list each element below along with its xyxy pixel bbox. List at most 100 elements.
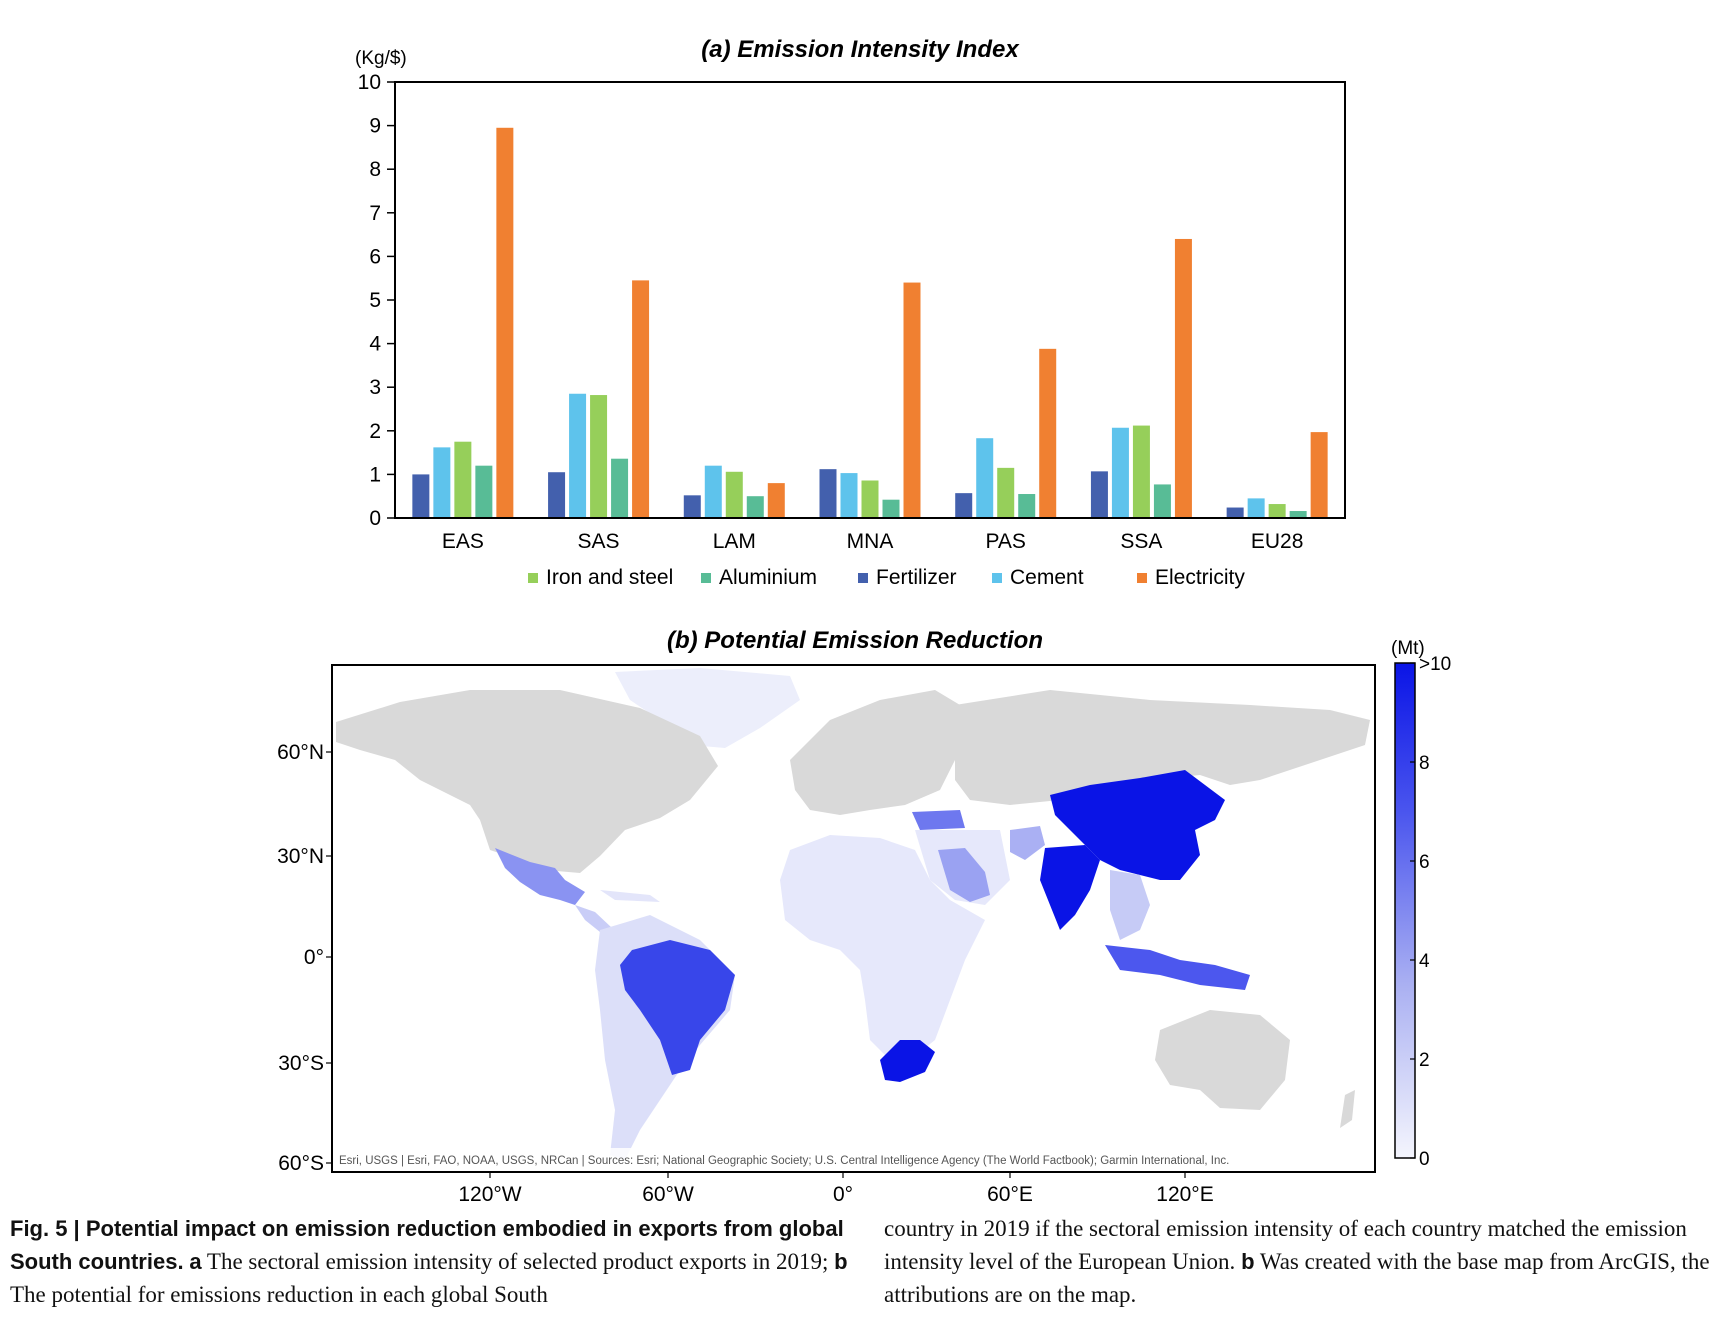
bar-fertilizer-eu28 <box>1226 507 1244 518</box>
bar-cement-ssa <box>1111 427 1129 518</box>
latitude-axis: 60°N 30°N 0° 30°S 60°S <box>277 741 332 1175</box>
bar-fertilizer-lam <box>683 495 701 518</box>
bar-cement-mna <box>840 473 858 518</box>
map-land <box>336 668 1370 1160</box>
bar-electricity-ssa <box>1174 238 1192 518</box>
map-region-india <box>1040 845 1100 930</box>
bar-electricity-mna <box>903 282 921 518</box>
legend-label: Iron and steel <box>546 566 673 589</box>
legend-label: Cement <box>1010 566 1084 589</box>
caption-column-2: country in 2019 if the sectoral emission… <box>884 1212 1722 1311</box>
lon-tick-label: 60°W <box>642 1183 694 1206</box>
legend-swatch <box>992 573 1002 583</box>
plot-frame <box>394 81 1346 519</box>
bar-iron-and-steel-sas <box>590 395 608 518</box>
bar-aluminium-pas <box>1018 494 1036 518</box>
colorbar-tick-label: 2 <box>1419 1050 1430 1071</box>
y-tick-label: 5 <box>369 289 381 312</box>
map-region-new-zealand <box>1340 1090 1355 1128</box>
map-region-europe <box>790 690 960 815</box>
bar-fertilizer-mna <box>819 469 837 518</box>
caption-bold-intro: Fig. 5 | Potential impact on emission re… <box>10 1216 844 1274</box>
bar-electricity-eu28 <box>1310 432 1328 518</box>
emission-intensity-chart: (a) Emission Intensity Index (Kg/$) 0 1 2 3… <box>355 36 1346 589</box>
x-tick-label: LAM <box>713 530 756 553</box>
map-region-brazil <box>620 940 735 1075</box>
caption-label-b-2: b <box>1241 1249 1255 1274</box>
legend-label: Fertilizer <box>876 566 957 589</box>
y-tick-label: 2 <box>369 420 381 443</box>
chart-a-unit: (Kg/$) <box>355 48 407 69</box>
map-attribution: Esri, USGS | Esri, FAO, NOAA, USGS, NRCa… <box>339 1155 1229 1167</box>
colorbar-tick-label: 4 <box>1419 951 1430 972</box>
y-tick-label: 4 <box>369 333 381 356</box>
bar-aluminium-sas <box>611 458 629 518</box>
colorbar <box>1394 662 1416 1159</box>
colorbar-unit: (Mt) <box>1391 638 1425 659</box>
bar-aluminium-mna <box>882 499 900 518</box>
x-tick-label: SSA <box>1120 530 1162 553</box>
figure-caption: Fig. 5 | Potential impact on emission re… <box>10 1212 1722 1311</box>
y-tick-label: 6 <box>369 245 381 268</box>
bar-electricity-eas <box>496 127 514 518</box>
lon-tick-label: 0° <box>833 1183 853 1206</box>
bar-iron-and-steel-lam <box>725 471 743 518</box>
map-region-southeast-asia <box>1110 870 1150 940</box>
legend-label: Aluminium <box>719 566 817 589</box>
y-tick-label: 8 <box>369 158 381 181</box>
chart-a-title: (a) Emission Intensity Index <box>701 36 1020 63</box>
map-region-africa <box>780 835 985 1060</box>
x-tick-label: MNA <box>847 530 894 553</box>
caption-text-a: The sectoral emission intensity of selec… <box>206 1249 829 1274</box>
map-region-north-america <box>336 690 718 873</box>
bar-aluminium-lam <box>746 496 764 518</box>
bar-cement-lam <box>704 465 722 518</box>
legend-label: Electricity <box>1155 566 1245 589</box>
map-region-caribbean <box>600 890 660 902</box>
map-region-mexico <box>495 848 585 905</box>
map-region-pakistan <box>1010 826 1045 860</box>
bar-series <box>412 127 1328 518</box>
bar-iron-and-steel-mna <box>861 480 879 518</box>
legend-swatch <box>858 573 868 583</box>
y-tick-label: 0 <box>369 507 381 530</box>
map-region-china <box>1050 770 1225 880</box>
y-tick-label: 7 <box>369 202 381 225</box>
chart-b-title: (b) Potential Emission Reduction <box>667 627 1043 654</box>
y-tick-label: 10 <box>358 71 381 94</box>
y-tick-label: 3 <box>369 376 381 399</box>
caption-text-b-2: Was created with the base map from ArcGI… <box>884 1249 1710 1307</box>
lat-tick-label: 30°N <box>277 845 324 868</box>
caption-label-b: b <box>834 1249 848 1274</box>
emission-reduction-map: (b) Potential Emission Reduction <box>277 627 1451 1206</box>
x-tick-label: EAS <box>442 530 484 553</box>
bar-aluminium-ssa <box>1153 484 1171 518</box>
bar-fertilizer-pas <box>955 493 973 518</box>
bar-fertilizer-ssa <box>1090 471 1108 518</box>
map-region-australia <box>1155 1010 1290 1110</box>
map-region-central-america <box>575 905 612 932</box>
colorbar-tick-label: 0 <box>1419 1149 1430 1170</box>
caption-label-a: a <box>189 1249 202 1274</box>
colorbar-tick-label: 6 <box>1419 852 1430 873</box>
map-region-indonesia <box>1105 945 1250 990</box>
map-region-greenland <box>615 668 800 748</box>
caption-column-1: Fig. 5 | Potential impact on emission re… <box>10 1212 848 1311</box>
bar-cement-sas <box>569 393 587 518</box>
legend-swatch <box>701 573 711 583</box>
y-tick-label: 9 <box>369 115 381 138</box>
lat-tick-label: 60°N <box>277 741 324 764</box>
bar-aluminium-eu28 <box>1289 511 1307 518</box>
bar-fertilizer-eas <box>412 474 430 518</box>
lon-tick-label: 120°W <box>458 1183 521 1206</box>
caption-text-b: The potential for emissions reduction in… <box>10 1282 548 1307</box>
legend-swatch <box>528 573 538 583</box>
x-tick-label: SAS <box>578 530 620 553</box>
longitude-axis: 120°W 60°W 0° 60°E 120°E <box>458 1172 1214 1206</box>
bar-cement-pas <box>976 438 994 518</box>
y-axis: 0 1 2 3 4 5 6 7 8 9 10 <box>358 71 395 530</box>
colorbar-tick-label: 8 <box>1419 753 1430 774</box>
bar-electricity-pas <box>1039 348 1057 518</box>
lon-tick-label: 120°E <box>1156 1183 1213 1206</box>
bar-fertilizer-sas <box>548 472 566 518</box>
